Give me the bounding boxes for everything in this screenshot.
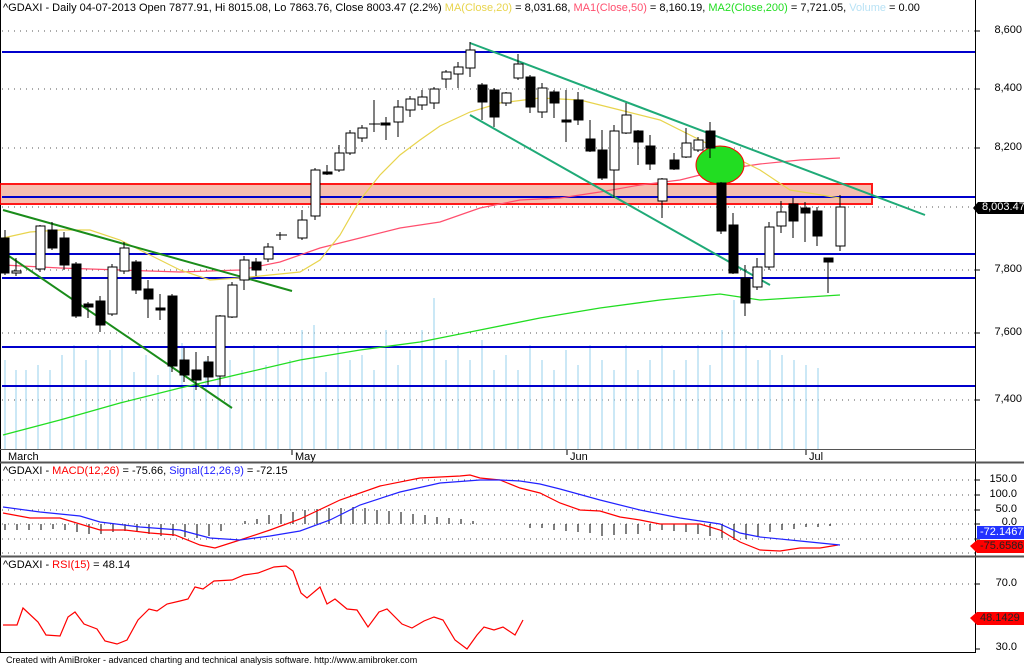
ma200-label: MA2(Close,200) xyxy=(708,2,788,14)
macd-tick-50: 50.0 xyxy=(995,503,1017,515)
month-label-march: March xyxy=(8,451,39,463)
macd-tag-bg xyxy=(970,540,1024,553)
price-pane-title: ^GDAXI - Daily 04-07-2013 Open 7877.91, … xyxy=(3,2,920,14)
macd-gridlines xyxy=(2,479,975,554)
resistance-zone xyxy=(0,183,873,205)
price-tick-8400: 8,400 xyxy=(994,82,1022,94)
price-summary: ^GDAXI - Daily 04-07-2013 Open 7877.91, … xyxy=(3,2,445,14)
rsi-value: = 48.14 xyxy=(90,559,131,571)
volume-bars xyxy=(4,298,819,449)
ma20-label: MA(Close,20) xyxy=(444,2,513,14)
signal-tag-bg xyxy=(977,526,1024,539)
macd-tick-150: 150.0 xyxy=(989,473,1017,485)
macd-line xyxy=(2,474,839,552)
candlesticks xyxy=(0,42,846,390)
price-tick-7400: 7,400 xyxy=(994,393,1022,405)
macd-value-tag: -75.6586 xyxy=(980,540,1024,552)
price-tick-7800: 7,800 xyxy=(994,263,1022,275)
volume-label: Volume xyxy=(849,2,886,14)
signal-label: Signal(12,26,9) xyxy=(169,465,244,477)
last-price-tag: 8,003.47 xyxy=(982,201,1024,213)
rsi-tick-30: 30.0 xyxy=(995,641,1017,653)
signal-value-tag: -72.1467 xyxy=(980,526,1024,538)
rsi-value-tag: 48.1429 xyxy=(980,612,1020,624)
ma200-value: = 7,721.05, xyxy=(787,2,850,14)
ma200-line xyxy=(2,293,841,436)
trend-channel-lines xyxy=(2,42,926,409)
rsi-prefix: ^GDAXI - xyxy=(3,559,53,571)
rsi-line xyxy=(3,565,524,650)
price-tick-8200: 8,200 xyxy=(994,141,1022,153)
footer-credit: Created with AmiBroker - advanced charti… xyxy=(6,655,418,665)
month-label-jun: Jun xyxy=(570,451,588,463)
rsi-label: RSI(15) xyxy=(52,559,91,571)
macd-prefix: ^GDAXI - xyxy=(3,465,53,477)
macd-value: = -75.66, xyxy=(119,465,170,477)
volume-value: = 0.00 xyxy=(885,2,920,14)
macd-label: MACD(12,26) xyxy=(52,465,120,477)
macd-tick-0: 0.0 xyxy=(1001,516,1017,528)
rsi-tick-70: 70.0 xyxy=(995,577,1017,589)
month-label-jul: Jul xyxy=(809,451,824,463)
ma20-line xyxy=(2,97,841,281)
macd-tick-100: 100.0 xyxy=(989,488,1017,500)
price-tick-7600: 7,600 xyxy=(994,326,1022,338)
rsi-tag-bg xyxy=(970,612,1024,625)
month-label-may: May xyxy=(295,451,316,463)
last-price-tag-bg xyxy=(973,202,1024,214)
ma50-value: = 8,160.19, xyxy=(646,2,709,14)
price-tick-8600: 8,600 xyxy=(994,24,1022,36)
highlight-ellipse xyxy=(695,145,745,185)
macd-pane-title: ^GDAXI - MACD(12,26) = -75.66, Signal(12… xyxy=(3,465,288,477)
ma20-value: = 8,031.68, xyxy=(512,2,574,14)
signal-line xyxy=(2,479,841,546)
horizontal-levels xyxy=(2,51,975,387)
signal-value: = -72.15 xyxy=(243,465,288,477)
ma50-label: MA1(Close,50) xyxy=(573,2,647,14)
price-gridlines xyxy=(2,30,975,401)
rsi-pane-title: ^GDAXI - RSI(15) = 48.14 xyxy=(3,559,130,571)
